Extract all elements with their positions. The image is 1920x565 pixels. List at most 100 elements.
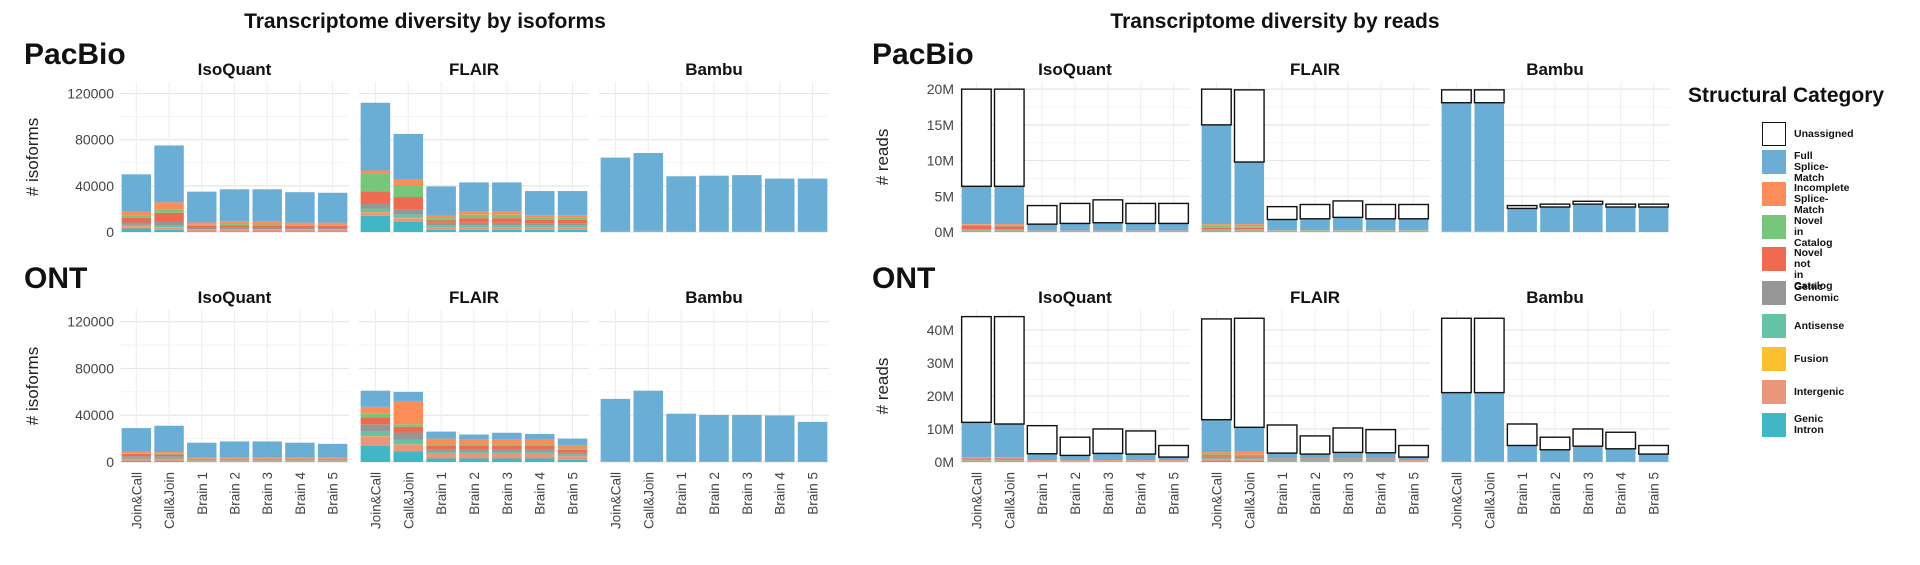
isoforms-ont-isoquant-bar-call-join-seg-4: [154, 456, 184, 458]
isoforms-pacbio-isoquant-bar-brain-5-seg-1: [317, 229, 348, 232]
reads-ont-flair-bar-brain-3-seg-4: [1333, 460, 1363, 461]
isoforms-pacbio-bambu-bar-brain-2-seg-8: [699, 175, 729, 232]
legend-swatch: [1762, 150, 1786, 174]
isoforms-pacbio-isoquant-bar-brain-2-seg-4: [219, 227, 250, 230]
isoforms-pacbio-bambu-bar-brain-3-seg-8: [732, 175, 762, 232]
isoforms-ont-isoquant-xtick-label: Join&Call: [129, 472, 144, 529]
reads-ont-bambu-xtick-label: Brain 5: [1647, 472, 1662, 515]
isoforms-ont-flair-bar-brain-3-seg-8: [492, 432, 522, 440]
isoforms-ont-flair-bar-brain-1-seg-0: [426, 458, 456, 462]
isoforms-ont-isoquant-bar-brain-3-seg-1: [252, 460, 282, 462]
isoforms-pacbio-flair-bar-brain-2-seg-7: [459, 211, 489, 215]
isoforms-pacbio-isoquant-bar-call-join-seg-8: [154, 145, 184, 203]
isoforms-ont-flair-bar-brain-3-seg-0: [492, 458, 522, 462]
isoforms-ont-isoquant-bar-join-call-seg-0: [121, 460, 152, 462]
isoforms-pacbio-flair-bar-call-join-seg-1: [393, 218, 424, 222]
isoforms-pacbio-isoquant-bar-brain-2-seg-0: [219, 231, 250, 232]
isoforms-pacbio-bambu-bar-call-join-seg-7: [633, 230, 664, 232]
isoforms-pacbio-flair-bar-brain-2-seg-8: [459, 182, 489, 212]
isoforms-ont-flair-bar-brain-4-seg-8: [524, 433, 555, 440]
isoforms-pacbio-bambu-title: Bambu: [685, 60, 743, 79]
reads-ont-flair-bar-join-call-seg-4: [1201, 456, 1232, 459]
isoforms-pacbio-flair-bar-brain-5-seg-3: [557, 225, 588, 228]
reads-pacbio-flair-bar-call-join-seg-6: [1234, 226, 1265, 228]
isoforms-ont-flair-bar-brain-1-seg-1: [426, 453, 456, 459]
isoforms-pacbio-flair-bar-join-call-seg-7: [360, 170, 391, 174]
reads-ont-isoquant-bar-join-call-seg-5: [961, 458, 992, 459]
reads-ont-isoquant-bar-brain-2-seg-8: [1060, 455, 1090, 461]
isoforms-pacbio-isoquant-bar-brain-1-seg-5: [187, 225, 217, 228]
reads-pacbio-flair-bar-brain-3-seg-8: [1333, 217, 1363, 231]
reads-ont-isoquant-bar-brain-1-seg-8: [1027, 453, 1057, 461]
isoforms-ont-flair-bar-call-join-seg-0: [393, 451, 424, 462]
reads-ont-bambu-xtick-label: Brain 3: [1581, 472, 1596, 515]
isoforms-ont-isoquant-bar-brain-2-seg-4: [219, 459, 250, 461]
isoforms-pacbio-isoquant-bar-brain-2-seg-8: [219, 189, 250, 222]
isoforms-ont-isoquant-xtick-label: Brain 1: [195, 472, 210, 515]
legend-label: Antisense: [1794, 320, 1845, 332]
reads-pacbio-flair-bar-join-call-seg-0: [1201, 231, 1232, 232]
reads-pacbio-isoquant-bar-brain-4-seg-8: [1125, 223, 1156, 231]
reads-pacbio-isoquant-bar-join-call-seg-1: [961, 230, 992, 232]
reads-ont-bambu-title: Bambu: [1526, 288, 1584, 307]
isoforms-pacbio-flair-bar-brain-5-seg-7: [557, 215, 588, 218]
legend-label: Genic Intron: [1794, 413, 1824, 436]
isoforms-pacbio-isoquant-bar-brain-1-seg-3: [187, 229, 217, 230]
reads-ont-flair-xtick-label: Brain 5: [1407, 472, 1422, 515]
isoforms-pacbio-flair-bar-call-join-seg-7: [393, 179, 424, 186]
reads-pacbio-bambu-bar-call-join-seg-9: [1473, 89, 1505, 104]
reads-pacbio-bambu-bar-brain-5-seg-8: [1638, 207, 1669, 232]
isoforms-ont-isoquant-bar-brain-1-seg-7: [187, 457, 217, 459]
isoforms-ont-flair-bar-call-join-seg-7: [393, 400, 424, 425]
isoforms-pacbio-flair-bar-call-join-seg-5: [393, 197, 424, 210]
isoforms-pacbio-isoquant-bar-brain-2-seg-1: [219, 229, 250, 232]
reads-ont-flair-bar-brain-1-seg-5: [1267, 459, 1297, 461]
reads-pacbio-flair-bar-call-join-seg-4: [1234, 229, 1265, 230]
isoforms-pacbio-flair-bar-brain-4-seg-4: [524, 223, 555, 226]
reads-pacbio-flair-bar-join-call-seg-4: [1201, 229, 1232, 230]
reads-pacbio-isoquant-bar-call-join-seg-8: [994, 186, 1025, 225]
isoforms-ylabel: # isoforms: [23, 347, 42, 425]
reads-pacbio-flair-bar-call-join-seg-7: [1234, 224, 1265, 227]
isoforms-ont-flair-bar-call-join-seg-6: [393, 424, 424, 427]
isoforms-ont-flair-bar-join-call-seg-5: [360, 417, 391, 425]
reads-ont-flair-bar-join-call-seg-5: [1201, 455, 1232, 457]
reads-ont-bambu-xtick-label: Brain 1: [1515, 472, 1530, 515]
legend-label: Novel in Catalog: [1794, 215, 1833, 249]
platform-label-pacbio-isoforms: PacBio: [24, 38, 126, 71]
isoforms-ont-isoquant-bar-brain-4-seg-5: [285, 458, 315, 460]
isoforms-pacbio-isoquant-bar-call-join-seg-6: [154, 209, 184, 213]
reads-ont-flair-bar-brain-4-seg-9: [1365, 428, 1397, 454]
reads-pacbio-isoquant-bar-call-join-seg-6: [994, 225, 1025, 227]
isoforms-ont-flair-bar-brain-5-seg-3: [557, 454, 588, 457]
isoforms-pacbio-isoquant-bar-brain-3-seg-1: [252, 229, 282, 232]
isoforms-pacbio-flair-bar-brain-5-seg-0: [557, 229, 588, 232]
reads-ont-isoquant-ytick-label: 10M: [927, 421, 954, 437]
reads-ont-bambu-bar-brain-4-seg-9: [1605, 431, 1637, 450]
isoforms-ont-isoquant-bar-brain-5-seg-7: [317, 457, 348, 459]
isoforms-ont-bambu-bar-brain-1-seg-8: [666, 413, 696, 462]
isoforms-ont-isoquant-ytick-label: 80000: [75, 360, 114, 376]
reads-ont-isoquant-ytick-label: 20M: [927, 388, 954, 404]
isoforms-pacbio-bambu-bar-brain-1-seg-8: [666, 176, 696, 232]
reads-ont-isoquant-bar-call-join-seg-0: [994, 461, 1025, 462]
isoforms-pacbio-flair-bar-brain-4-seg-3: [524, 225, 555, 228]
isoforms-pacbio-isoquant-bar-brain-4-seg-3: [285, 229, 315, 230]
isoforms-pacbio-isoquant-bar-brain-4-seg-5: [285, 225, 315, 228]
isoforms-pacbio-isoquant-bar-join-call-seg-4: [121, 222, 152, 225]
isoforms-ont-flair-bar-brain-2-seg-5: [459, 445, 489, 450]
isoforms-ont-flair-bar-call-join-seg-8: [393, 391, 424, 401]
isoforms-ont-isoquant-bar-join-call-seg-5: [121, 453, 152, 457]
isoforms-pacbio-isoquant-bar-brain-3-seg-6: [252, 224, 282, 226]
reads-ont-bambu-bar-join-call-seg-9: [1440, 317, 1472, 394]
isoforms-pacbio-isoquant-bar-join-call-seg-5: [121, 217, 152, 223]
isoforms-pacbio-isoquant-title: IsoQuant: [198, 60, 272, 79]
reads-ont-isoquant-title: IsoQuant: [1038, 288, 1112, 307]
reads-ont-isoquant-bar-brain-2-seg-9: [1059, 436, 1091, 457]
platform-label-ont-reads: ONT: [872, 262, 936, 295]
reads-ont-isoquant-xtick-label: Join&Call: [969, 472, 984, 529]
isoforms-ont-bambu-bar-brain-4-seg-8: [764, 415, 795, 462]
isoforms-ont-isoquant-bar-call-join-seg-5: [154, 454, 184, 457]
isoforms-pacbio-isoquant-bar-join-call-seg-3: [121, 224, 152, 226]
reads-ont-flair-bar-brain-3-seg-1: [1333, 461, 1363, 462]
